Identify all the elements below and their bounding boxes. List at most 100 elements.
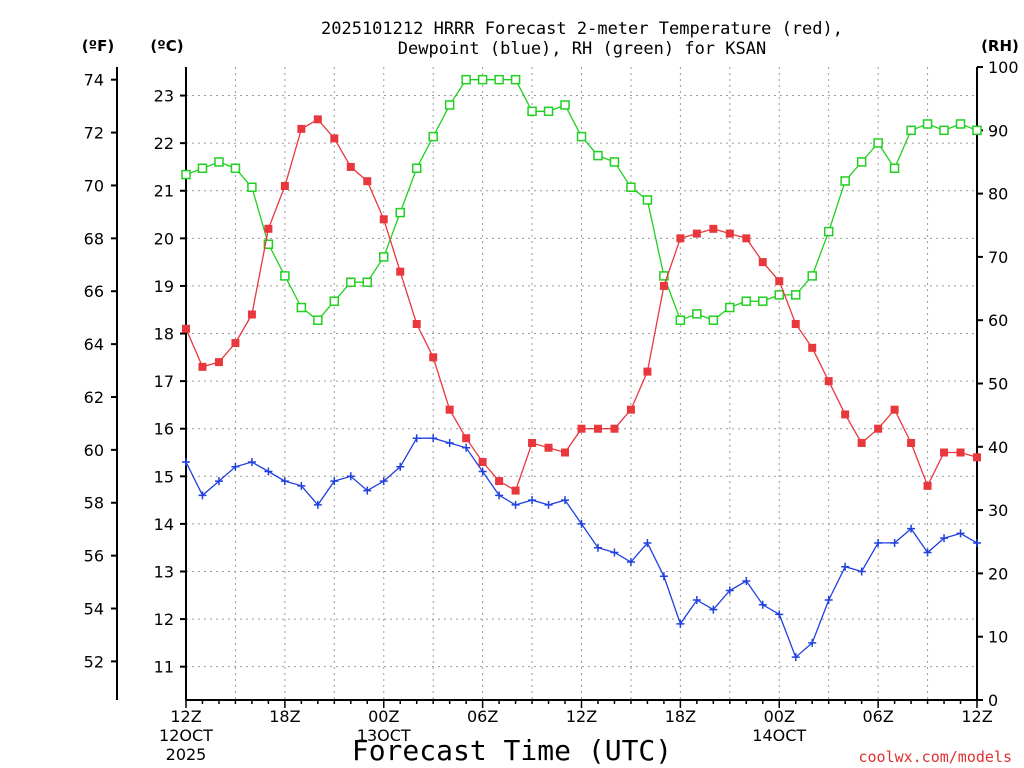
celsius-tick-label: 16	[154, 420, 174, 439]
celsius-tick-label: 12	[154, 610, 174, 629]
temperature-point	[907, 438, 916, 447]
rh-point	[543, 106, 554, 117]
temperature-point	[577, 424, 586, 433]
rh-point	[906, 125, 916, 136]
temperature-point	[313, 115, 322, 124]
dewpoint-point	[709, 605, 718, 614]
dewpoint-point	[297, 481, 306, 490]
rh-point	[725, 302, 735, 313]
temperature-point	[379, 215, 388, 224]
rh-tick-label: 100	[988, 58, 1019, 77]
rh-point	[428, 131, 438, 142]
dewpoint-point	[692, 596, 701, 605]
temperature-point	[247, 310, 256, 319]
temperature-point	[478, 458, 487, 467]
temperature-point	[676, 234, 685, 243]
dewpoint-series	[182, 434, 981, 662]
rh-point	[411, 163, 422, 174]
temperature-point	[297, 124, 306, 133]
temperature-point	[231, 339, 240, 348]
temperature-point	[346, 162, 355, 171]
temperature-point	[626, 405, 635, 414]
fahrenheit-tick-label: 56	[84, 547, 104, 566]
celsius-tick-label: 19	[154, 277, 174, 296]
temperature-point	[791, 320, 800, 329]
rh-point	[873, 138, 883, 148]
temperature-point	[841, 410, 850, 419]
time-tick-label: 18Z	[665, 707, 696, 726]
rh-point	[955, 119, 966, 129]
temperature-point	[264, 224, 273, 233]
dewpoint-point	[857, 567, 866, 576]
rh-point	[296, 302, 307, 313]
rh-tick-label: 70	[988, 248, 1008, 267]
dewpoint-point	[643, 538, 652, 547]
temperature-point	[330, 134, 339, 143]
dewpoint-point	[412, 434, 421, 443]
temperature-point	[709, 224, 718, 233]
chart-title-line-2: Dewpoint (blue), RH (green) for KSAN	[398, 39, 766, 59]
temperature-point	[429, 353, 438, 362]
rh-point	[741, 296, 752, 306]
temperature-point	[775, 277, 784, 286]
rh-point	[395, 207, 405, 218]
dewpoint-point	[940, 534, 949, 543]
temperature-point	[923, 481, 932, 490]
fahrenheit-unit-label: (ºF)	[82, 37, 114, 55]
dewpoint-point	[313, 500, 322, 509]
rh-point	[626, 182, 636, 193]
dewpoint-point	[659, 572, 668, 581]
credit-link[interactable]: coolwx.com/models	[858, 748, 1012, 766]
dewpoint-point	[330, 477, 339, 486]
dewpoint-point	[593, 543, 602, 552]
time-tick-label: 12Z	[566, 707, 597, 726]
rh-point	[181, 169, 191, 180]
temperature-point	[445, 405, 454, 414]
celsius-tick-label: 18	[154, 325, 174, 344]
temperature-point	[528, 438, 537, 447]
rh-point	[840, 176, 850, 186]
time-tick-label: 18Z	[269, 707, 300, 726]
fahrenheit-tick-label: 64	[84, 335, 104, 354]
dewpoint-point	[379, 477, 388, 486]
fahrenheit-tick-label: 54	[84, 600, 104, 619]
temperature-point	[511, 486, 520, 495]
dewpoint-point	[396, 462, 405, 471]
dewpoint-point	[626, 557, 635, 566]
dewpoint-point	[363, 486, 372, 495]
temperature-point	[495, 477, 504, 486]
rh-unit-label: (RH)	[981, 37, 1019, 55]
temperature-point	[857, 438, 866, 447]
temperature-point	[280, 181, 289, 190]
rh-point	[576, 131, 587, 142]
celsius-tick-label: 21	[154, 182, 174, 201]
rh-point	[609, 157, 620, 167]
fahrenheit-tick-label: 52	[84, 652, 104, 671]
dewpoint-point	[231, 462, 240, 471]
dewpoint-point	[561, 496, 570, 505]
rh-point	[362, 277, 373, 287]
rh-tick-label: 60	[988, 311, 1008, 330]
celsius-tick-label: 17	[154, 372, 174, 391]
rh-point	[922, 119, 933, 129]
rh-tick-label: 40	[988, 438, 1008, 457]
celsius-tick-label: 13	[154, 562, 174, 581]
dewpoint-point	[874, 538, 883, 547]
x-axis-title: Forecast Time (UTC)	[352, 734, 672, 767]
temperature-point	[940, 448, 949, 457]
dewpoint-point	[346, 472, 355, 481]
fahrenheit-tick-label: 62	[84, 388, 104, 407]
temperature-point	[956, 448, 965, 457]
rh-tick-label: 20	[988, 564, 1008, 583]
rh-tick-label: 10	[988, 628, 1008, 647]
rh-point	[560, 100, 570, 110]
rh-point	[494, 74, 504, 85]
rh-point	[313, 315, 323, 325]
dewpoint-point	[511, 500, 520, 509]
dewpoint-point	[890, 538, 899, 547]
fahrenheit-tick-label: 74	[84, 71, 104, 90]
fahrenheit-tick-label: 68	[84, 229, 104, 248]
temperature-point	[808, 343, 817, 352]
dewpoint-point	[808, 638, 817, 647]
rh-point	[214, 157, 224, 167]
